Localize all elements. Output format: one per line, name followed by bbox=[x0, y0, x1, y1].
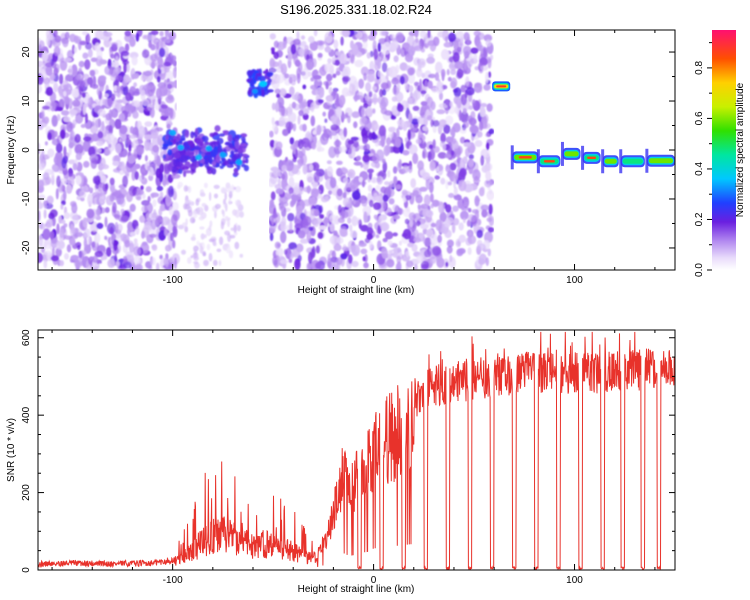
blank-gap-2 bbox=[246, 30, 270, 270]
colorbar-tick-label: 0.8 bbox=[694, 61, 705, 75]
spectrogram-image bbox=[38, 30, 675, 270]
snr-ytick-label: 400 bbox=[21, 406, 32, 423]
carrier-near-zero bbox=[510, 141, 675, 174]
spectrogram-ylabel: Frequency (Hz) bbox=[6, 116, 17, 185]
spectrogram-ytick-label: -20 bbox=[21, 240, 32, 255]
snr-frame bbox=[37, 329, 676, 571]
snr-panel: -100 0 100 0 200 400 600 Height of straight li… bbox=[6, 329, 676, 595]
snr-series-line bbox=[38, 331, 675, 570]
signal-13hz-right bbox=[492, 81, 511, 92]
snr-xtick-label: -100 bbox=[163, 575, 183, 586]
snr-plot-area bbox=[38, 331, 675, 570]
snr-ytick-label: 600 bbox=[21, 329, 32, 346]
snr-xlabel: Height of straight line (km) bbox=[298, 584, 415, 595]
cluster-near-zero bbox=[161, 125, 250, 178]
spectrogram-ytick-label: 20 bbox=[21, 46, 32, 58]
snr-xtick-label: 0 bbox=[371, 575, 377, 586]
spectrogram-xtick-label: 0 bbox=[371, 275, 377, 286]
spectrogram-ytick-label: 10 bbox=[21, 95, 32, 107]
colorbar-axis: 0.0 0.2 0.4 0.6 0.8 bbox=[694, 42, 712, 277]
colorbar: 0.0 0.2 0.4 0.6 0.8 Normalized spectral ampl… bbox=[694, 30, 746, 277]
colorbar-tick-label: 0.0 bbox=[694, 263, 705, 277]
colorbar-tick-label: 0.2 bbox=[694, 212, 705, 226]
colorbar-tick-label: 0.4 bbox=[694, 162, 705, 176]
spectrogram-xtick-label: -100 bbox=[163, 275, 183, 286]
signal-13hz-left bbox=[246, 68, 274, 99]
figure-title: S196.2025.331.18.02.R24 bbox=[280, 2, 432, 17]
noise-region-middle bbox=[267, 30, 495, 270]
spectrogram-xlabel: Height of straight line (km) bbox=[298, 285, 415, 296]
noise-region-left bbox=[38, 30, 181, 270]
gap-lower-noise bbox=[177, 181, 245, 269]
colorbar-gradient bbox=[712, 30, 736, 270]
snr-ytick-label: 200 bbox=[21, 484, 32, 501]
blank-gap-3 bbox=[494, 30, 675, 270]
colorbar-tick-label: 0.6 bbox=[694, 111, 705, 125]
spectrogram-ytick-label: 0 bbox=[21, 147, 32, 153]
spectrogram-xtick-label: 100 bbox=[566, 275, 583, 286]
snr-ytick-label: 0 bbox=[21, 567, 32, 573]
snr-ylabel: SNR (10 * v/v) bbox=[6, 418, 17, 482]
spectrogram-ytick-label: -10 bbox=[21, 191, 32, 206]
snr-axes: -100 0 100 0 200 400 600 bbox=[21, 329, 675, 586]
colorbar-label: Normalized spectral amplitude bbox=[735, 82, 746, 217]
snr-xtick-label: 100 bbox=[566, 575, 583, 586]
blank-gap-1 bbox=[176, 32, 245, 126]
